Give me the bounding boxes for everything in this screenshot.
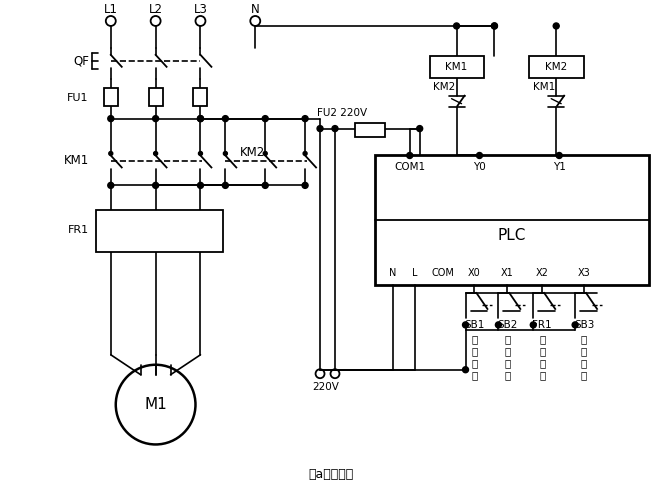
Circle shape <box>198 116 204 122</box>
Circle shape <box>477 152 483 159</box>
Text: N: N <box>389 268 396 278</box>
Circle shape <box>263 151 267 156</box>
Circle shape <box>263 183 269 188</box>
Text: KM1: KM1 <box>533 81 556 92</box>
Text: KM2: KM2 <box>545 62 568 72</box>
Bar <box>529 56 584 78</box>
Text: L: L <box>412 268 418 278</box>
Bar <box>104 88 118 106</box>
Circle shape <box>263 116 269 122</box>
Circle shape <box>317 125 323 132</box>
Circle shape <box>302 116 308 122</box>
Text: 载: 载 <box>539 346 546 356</box>
Circle shape <box>406 152 412 159</box>
Text: KM2: KM2 <box>240 146 266 159</box>
Circle shape <box>495 322 501 328</box>
Circle shape <box>152 183 158 188</box>
Circle shape <box>491 23 497 29</box>
Circle shape <box>553 23 559 29</box>
Bar <box>430 56 485 78</box>
Text: SB1: SB1 <box>464 320 485 330</box>
Text: 按: 按 <box>471 358 477 368</box>
Bar <box>355 122 385 137</box>
Circle shape <box>108 183 114 188</box>
Circle shape <box>198 183 204 188</box>
Circle shape <box>198 116 204 122</box>
Text: QF: QF <box>73 54 89 67</box>
Circle shape <box>154 151 158 156</box>
Text: 过: 过 <box>539 334 546 344</box>
Circle shape <box>453 23 459 29</box>
Circle shape <box>109 151 113 156</box>
Text: 鈕: 鈕 <box>505 370 511 380</box>
Bar <box>194 88 208 106</box>
Text: L1: L1 <box>104 2 118 16</box>
Text: Y1: Y1 <box>553 163 566 172</box>
Text: KM1: KM1 <box>64 154 89 167</box>
Text: KM1: KM1 <box>446 62 467 72</box>
Text: KM2: KM2 <box>434 81 455 92</box>
Text: Y0: Y0 <box>473 163 486 172</box>
Text: FR1: FR1 <box>68 225 89 235</box>
Text: PLC: PLC <box>497 228 526 243</box>
Text: COM: COM <box>431 268 454 278</box>
Text: 转: 转 <box>505 346 511 356</box>
Text: SB3: SB3 <box>574 320 594 330</box>
Text: 保: 保 <box>539 358 546 368</box>
Circle shape <box>332 125 338 132</box>
Circle shape <box>222 116 228 122</box>
Text: X3: X3 <box>577 268 591 278</box>
Text: 护: 护 <box>539 370 546 380</box>
Circle shape <box>302 183 308 188</box>
Circle shape <box>530 322 536 328</box>
Text: 鈕: 鈕 <box>581 370 587 380</box>
Bar <box>149 88 162 106</box>
Text: 按: 按 <box>505 358 511 368</box>
Text: 反: 反 <box>505 334 511 344</box>
Text: 按: 按 <box>581 358 587 368</box>
Text: L3: L3 <box>194 2 208 16</box>
Text: L2: L2 <box>149 2 162 16</box>
Circle shape <box>556 152 562 159</box>
Text: 鈕: 鈕 <box>471 370 477 380</box>
Circle shape <box>152 116 158 122</box>
Circle shape <box>198 151 202 156</box>
Text: N: N <box>251 2 260 16</box>
Text: FR1: FR1 <box>532 320 552 330</box>
Circle shape <box>572 322 578 328</box>
Text: FU1: FU1 <box>68 93 89 102</box>
Circle shape <box>417 125 423 132</box>
Circle shape <box>108 116 114 122</box>
Circle shape <box>463 322 469 328</box>
Circle shape <box>222 183 228 188</box>
Text: COM1: COM1 <box>394 163 425 172</box>
Bar <box>375 156 649 285</box>
Text: 转: 转 <box>471 346 477 356</box>
Text: 停: 停 <box>581 334 587 344</box>
Circle shape <box>491 23 497 29</box>
Text: 正: 正 <box>471 334 477 344</box>
Text: M1: M1 <box>145 397 167 412</box>
Circle shape <box>463 367 469 373</box>
Circle shape <box>303 151 307 156</box>
Bar <box>96 210 223 252</box>
Text: 220V: 220V <box>312 382 339 392</box>
Text: X1: X1 <box>501 268 514 278</box>
Text: X2: X2 <box>536 268 549 278</box>
Text: SB2: SB2 <box>497 320 518 330</box>
Text: X0: X0 <box>468 268 481 278</box>
Text: 止: 止 <box>581 346 587 356</box>
Text: （a）接线图: （a）接线图 <box>308 468 353 481</box>
Circle shape <box>223 151 227 156</box>
Text: FU2 220V: FU2 220V <box>317 108 367 118</box>
